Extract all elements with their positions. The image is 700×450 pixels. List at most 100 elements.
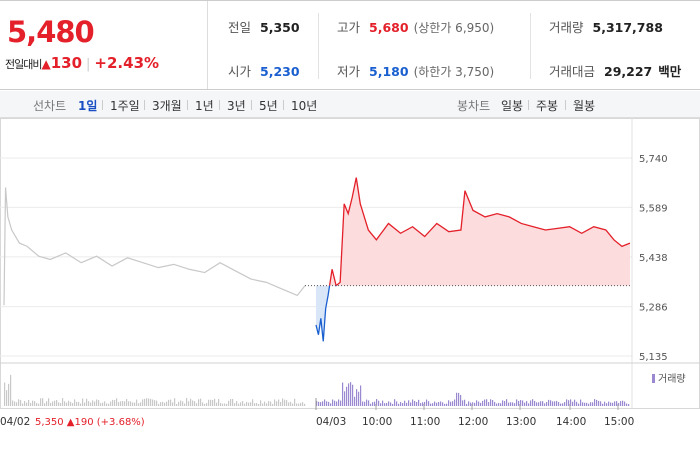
volume-bar: [26, 402, 28, 406]
volume-bar: [212, 400, 214, 406]
volume-bar: [64, 401, 66, 406]
volume-bar: [606, 403, 608, 406]
volume-bar: [544, 403, 546, 406]
volume-bar: [236, 401, 238, 406]
volume-bar: [126, 398, 128, 406]
volume-bar: [440, 401, 442, 406]
stat-volume: 거래량 5,317,788: [549, 17, 663, 36]
tab-daily-candle[interactable]: 일봉: [501, 99, 524, 113]
tab-1y[interactable]: 1년: [195, 99, 214, 113]
volume-bar: [628, 403, 630, 406]
volume-bar: [554, 401, 556, 406]
volume-bar: [28, 399, 30, 406]
stat-low: 저가 5,180 (하한가 3,750): [337, 61, 494, 80]
volume-bar: [462, 400, 464, 406]
volume-bar: [162, 401, 164, 406]
volume-bar: [450, 401, 452, 406]
volume-bar: [234, 403, 236, 406]
volume-bar: [100, 403, 102, 406]
tab-weekly-candle[interactable]: 주봉: [536, 99, 559, 113]
volume-bar: [222, 403, 224, 406]
volume-bar: [250, 402, 252, 406]
price-chart: 5,740 5,589 5,438 5,286 5,135 거래량 04/02 04/03 10…: [0, 118, 700, 428]
volume-bar: [72, 403, 74, 406]
volume-bar: [166, 401, 168, 406]
volume-bar: [246, 401, 248, 406]
price-block: 5,480 전일대비▲130 | +2.43%: [0, 1, 208, 89]
volume-bar: [350, 382, 352, 406]
volume-bar: [112, 399, 114, 406]
tab-1w[interactable]: 1주일: [110, 99, 140, 113]
tab-3y[interactable]: 3년: [227, 99, 246, 113]
volume-bar: [134, 402, 136, 406]
volume-bar: [482, 400, 484, 406]
volume-bar: [424, 401, 426, 406]
volume-bar: [436, 402, 438, 406]
volume-bar: [104, 401, 106, 406]
tab-10y[interactable]: 10년: [291, 99, 318, 113]
volume-bar: [66, 402, 68, 406]
volume-bar: [298, 403, 300, 406]
tab-monthly-candle[interactable]: 월봉: [573, 99, 596, 113]
volume-bar: [216, 402, 218, 406]
volume-bar: [244, 403, 246, 406]
volume-bar: [268, 401, 270, 406]
volume-bar: [186, 398, 188, 406]
volume-bar: [324, 399, 326, 406]
volume-bar: [402, 403, 404, 406]
volume-bar: [524, 402, 526, 406]
volume-bar: [322, 401, 324, 406]
volume-bar: [348, 383, 350, 406]
volume-bar: [442, 402, 444, 406]
volume-bar: [260, 400, 262, 406]
volume-bar: [332, 399, 334, 406]
volume-bar: [612, 402, 614, 406]
volume-bar: [568, 400, 570, 406]
volume-bar: [466, 403, 468, 406]
volume-bar: [140, 402, 142, 406]
tab-3m[interactable]: 3개월: [152, 99, 182, 113]
volume-bar: [552, 401, 554, 406]
volume-bar: [410, 402, 412, 406]
volume-bar: [280, 401, 282, 406]
volume-bar: [458, 392, 460, 406]
stat-value: 29,227: [604, 64, 653, 79]
volume-bar: [380, 403, 382, 406]
divider: [318, 13, 319, 79]
tab-1d[interactable]: 1일: [78, 99, 98, 113]
volume-bar: [434, 401, 436, 406]
volume-bar: [490, 399, 492, 406]
volume-bar: [302, 402, 304, 406]
volume-bar: [446, 403, 448, 406]
volume-bar: [156, 400, 158, 406]
volume-bar: [556, 400, 558, 406]
tab-5y[interactable]: 5년: [259, 99, 278, 113]
volume-bar: [570, 399, 572, 406]
volume-bar: [44, 403, 46, 406]
volume-bar: [136, 399, 138, 406]
volume-bar: [116, 398, 118, 406]
volume-bar: [508, 402, 510, 406]
y-tick-label: 5,135: [639, 352, 668, 363]
volume-bar: [346, 386, 348, 406]
volume-bar: [340, 400, 342, 406]
volume-bar: [378, 400, 380, 406]
volume-bar: [46, 401, 48, 406]
volume-bar: [174, 398, 176, 406]
volume-bar: [92, 400, 94, 406]
volume-bar: [200, 398, 202, 406]
volume-bar: [342, 382, 344, 406]
volume-bar: [256, 403, 258, 406]
volume-bar: [422, 402, 424, 406]
volume-bar: [16, 402, 18, 406]
volume-bar: [474, 402, 476, 406]
volume-bar: [564, 402, 566, 406]
volume-bar: [286, 400, 288, 406]
volume-bar: [230, 399, 232, 406]
volume-bar: [326, 401, 328, 406]
volume-bar: [36, 402, 38, 406]
volume-bar: [82, 398, 84, 406]
volume-bar: [224, 403, 226, 406]
volume-bar: [416, 402, 418, 406]
volume-bar: [270, 401, 272, 406]
